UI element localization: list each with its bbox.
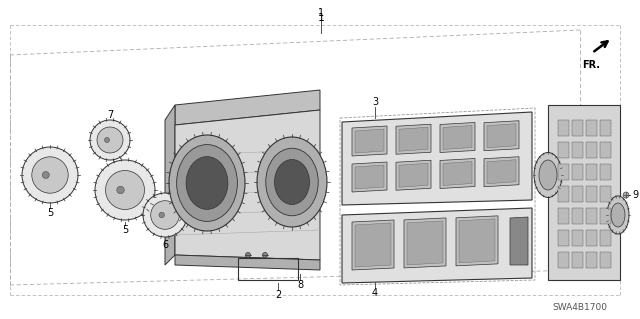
Polygon shape (440, 159, 475, 189)
Ellipse shape (611, 203, 625, 227)
Ellipse shape (169, 135, 245, 231)
Polygon shape (399, 163, 428, 187)
Bar (558, 252, 569, 268)
Bar (572, 252, 583, 268)
Ellipse shape (607, 196, 629, 234)
Polygon shape (484, 121, 519, 151)
Polygon shape (355, 223, 391, 267)
Bar (600, 186, 611, 202)
Bar (600, 164, 611, 180)
Polygon shape (484, 157, 519, 187)
Polygon shape (342, 208, 532, 283)
Polygon shape (510, 217, 528, 265)
Text: 4: 4 (372, 288, 378, 298)
Polygon shape (548, 105, 620, 280)
Ellipse shape (275, 160, 310, 204)
Bar (600, 120, 611, 136)
Bar (586, 164, 597, 180)
Polygon shape (396, 124, 431, 154)
Bar (572, 164, 583, 180)
Bar (600, 230, 611, 246)
Ellipse shape (266, 148, 318, 216)
Text: SWA4B1700: SWA4B1700 (552, 303, 607, 313)
Ellipse shape (106, 170, 145, 210)
Polygon shape (459, 219, 495, 263)
Bar (558, 164, 569, 180)
Ellipse shape (116, 186, 124, 194)
Bar (558, 230, 569, 246)
Bar (558, 186, 569, 202)
Polygon shape (456, 216, 498, 266)
Ellipse shape (95, 160, 155, 220)
Polygon shape (352, 126, 387, 156)
Bar (558, 120, 569, 136)
Ellipse shape (257, 137, 327, 227)
Ellipse shape (150, 201, 179, 229)
Ellipse shape (186, 157, 228, 209)
Text: 9: 9 (632, 190, 638, 200)
Polygon shape (443, 161, 472, 185)
Polygon shape (396, 160, 431, 190)
Bar (586, 120, 597, 136)
Bar (586, 142, 597, 158)
Text: 3: 3 (372, 97, 378, 107)
Text: 8: 8 (297, 280, 303, 290)
Text: FR.: FR. (582, 60, 600, 70)
Polygon shape (407, 221, 443, 265)
Bar (600, 142, 611, 158)
Bar (572, 142, 583, 158)
Ellipse shape (104, 137, 109, 143)
Ellipse shape (42, 172, 49, 179)
Polygon shape (399, 127, 428, 151)
Polygon shape (352, 220, 394, 270)
Polygon shape (352, 162, 387, 192)
Ellipse shape (262, 253, 268, 257)
Bar (586, 186, 597, 202)
Bar (558, 142, 569, 158)
Polygon shape (355, 129, 384, 153)
Text: 1: 1 (317, 13, 324, 23)
Bar (600, 208, 611, 224)
Ellipse shape (534, 152, 562, 197)
Ellipse shape (539, 160, 557, 190)
Text: 6: 6 (162, 240, 168, 250)
Polygon shape (440, 122, 475, 152)
Ellipse shape (22, 147, 78, 203)
Text: 1: 1 (318, 8, 324, 18)
Polygon shape (165, 105, 175, 265)
Bar (572, 230, 583, 246)
Text: 5: 5 (47, 208, 53, 218)
Polygon shape (355, 165, 384, 189)
Polygon shape (342, 112, 532, 205)
Bar (558, 208, 569, 224)
Bar (586, 230, 597, 246)
Bar (586, 208, 597, 224)
Polygon shape (487, 124, 516, 148)
Text: 2: 2 (275, 290, 281, 300)
Bar (572, 186, 583, 202)
Bar (572, 208, 583, 224)
Bar (586, 252, 597, 268)
Polygon shape (443, 125, 472, 150)
Polygon shape (175, 110, 320, 260)
Polygon shape (487, 160, 516, 184)
Bar (600, 252, 611, 268)
Ellipse shape (177, 145, 237, 221)
Ellipse shape (32, 157, 68, 193)
Ellipse shape (143, 193, 187, 237)
Ellipse shape (97, 127, 123, 153)
Ellipse shape (159, 212, 164, 218)
Bar (572, 120, 583, 136)
Polygon shape (175, 255, 320, 270)
Polygon shape (404, 218, 446, 268)
Text: 5: 5 (122, 225, 128, 235)
Polygon shape (175, 90, 320, 125)
Text: 7: 7 (107, 110, 113, 120)
Bar (238, 258, 298, 280)
Ellipse shape (90, 120, 130, 160)
Ellipse shape (623, 192, 629, 198)
Ellipse shape (246, 253, 250, 257)
